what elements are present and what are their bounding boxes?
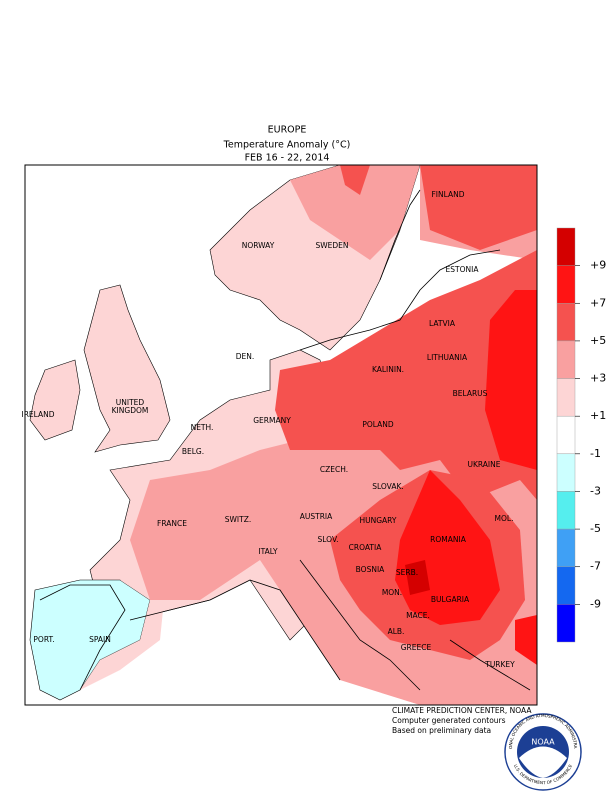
finland-deep bbox=[420, 165, 537, 250]
legend-swatch bbox=[556, 265, 576, 304]
country-label: IRELAND bbox=[21, 410, 54, 419]
contour bbox=[39, 584, 126, 691]
credits: CLIMATE PREDICTION CENTER, NOAA Computer… bbox=[392, 706, 532, 735]
country-label: SERB. bbox=[396, 568, 418, 577]
country-label: SLOVAK. bbox=[372, 482, 404, 491]
country-label: GREECE bbox=[401, 643, 432, 652]
country-labels: FINLAND NORWAY SWEDEN ESTONIA LATVIA DEN. LITH… bbox=[21, 190, 515, 669]
country-label: SWITZ. bbox=[225, 515, 252, 524]
country-label: SWEDEN bbox=[315, 241, 348, 250]
country-label: LATVIA bbox=[429, 319, 456, 328]
sweden-deep bbox=[340, 165, 370, 195]
legend-label: -1 bbox=[590, 447, 601, 460]
country-label: AUSTRIA bbox=[300, 512, 333, 521]
spain-east bbox=[80, 580, 165, 690]
country-label: NETH. bbox=[191, 423, 214, 432]
country-label: MON. bbox=[382, 588, 402, 597]
country-label: ALB. bbox=[388, 627, 405, 636]
legend-label: +5 bbox=[590, 334, 606, 347]
legend-swatch bbox=[556, 303, 576, 342]
title-block: EUROPE Temperature Anomaly (°C) FEB 16 -… bbox=[223, 125, 351, 164]
country-label: SPAIN bbox=[89, 635, 111, 644]
country-label: UNITED bbox=[116, 398, 145, 407]
country-label: ROMANIA bbox=[430, 535, 467, 544]
date-range: FEB 16 - 22, 2014 bbox=[245, 153, 330, 164]
baltic-coast bbox=[299, 189, 501, 351]
legend-label: -7 bbox=[590, 560, 601, 573]
eastern-anomaly bbox=[275, 250, 537, 500]
uk bbox=[83, 284, 171, 453]
color-legend: +9 +7 +5 +3 +1 -1 -3 -5 -7 -9 bbox=[556, 227, 606, 643]
legend-label: +1 bbox=[590, 409, 606, 422]
country-label: PORT. bbox=[33, 635, 54, 644]
credit-line: Based on preliminary data bbox=[392, 726, 491, 735]
country-label: CZECH. bbox=[320, 465, 348, 474]
mediterranean-coast bbox=[129, 559, 531, 691]
legend-swatch bbox=[556, 528, 576, 567]
country-label: DEN. bbox=[236, 352, 255, 361]
legend-swatch bbox=[556, 415, 576, 455]
country-label: BULGARIA bbox=[431, 595, 470, 604]
legend-label: -9 bbox=[590, 597, 601, 610]
logo-gull bbox=[519, 746, 567, 778]
country-label: MOL. bbox=[495, 514, 514, 523]
map-frame bbox=[24, 164, 538, 706]
country-label: KINGDOM bbox=[112, 406, 149, 415]
country-label: KALININ. bbox=[372, 365, 404, 374]
country-label: GERMANY bbox=[253, 416, 291, 425]
logo-text: NOAA bbox=[531, 738, 555, 747]
country-label: FRANCE bbox=[157, 519, 187, 528]
legend-swatch bbox=[556, 378, 576, 417]
serbia-core bbox=[405, 560, 430, 595]
credit-line: Computer generated contours bbox=[392, 716, 506, 725]
belarus-core bbox=[485, 290, 537, 470]
country-label: MACE. bbox=[406, 611, 430, 620]
legend-label: +9 bbox=[590, 259, 606, 272]
country-label: BELG. bbox=[182, 447, 204, 456]
sweden-anomaly bbox=[290, 165, 420, 260]
legend-label: +7 bbox=[590, 296, 606, 309]
country-label: CROATIA bbox=[349, 543, 383, 552]
legend-label: +3 bbox=[590, 372, 606, 385]
title: EUROPE bbox=[268, 125, 307, 136]
legend-swatch bbox=[556, 340, 576, 379]
legend-swatch bbox=[556, 453, 576, 492]
country-label: ITALY bbox=[258, 547, 278, 556]
country-label: HUNGARY bbox=[360, 516, 397, 525]
country-label: BELARUS bbox=[453, 389, 488, 398]
subtitle: Temperature Anomaly (°C) bbox=[223, 140, 351, 151]
legend-swatch bbox=[556, 227, 576, 266]
country-label: TURKEY bbox=[484, 660, 515, 669]
turkey-core bbox=[515, 615, 537, 665]
country-label: UKRAINE bbox=[467, 460, 500, 469]
map-fill bbox=[25, 165, 537, 705]
ireland bbox=[29, 359, 81, 441]
country-label: NORWAY bbox=[242, 241, 275, 250]
legend-label: -5 bbox=[590, 522, 601, 535]
legend-swatch bbox=[556, 566, 576, 605]
country-label: POLAND bbox=[362, 420, 394, 429]
legend-swatch bbox=[556, 491, 576, 530]
country-label: BOSNIA bbox=[356, 565, 385, 574]
country-label: SLOV. bbox=[318, 535, 339, 544]
legend-swatch bbox=[556, 604, 576, 643]
legend-label: -3 bbox=[590, 484, 601, 497]
country-label: FINLAND bbox=[431, 190, 464, 199]
credit-line: CLIMATE PREDICTION CENTER, NOAA bbox=[392, 706, 532, 715]
country-label: LITHUANIA bbox=[427, 353, 468, 362]
country-label: ESTONIA bbox=[446, 265, 480, 274]
